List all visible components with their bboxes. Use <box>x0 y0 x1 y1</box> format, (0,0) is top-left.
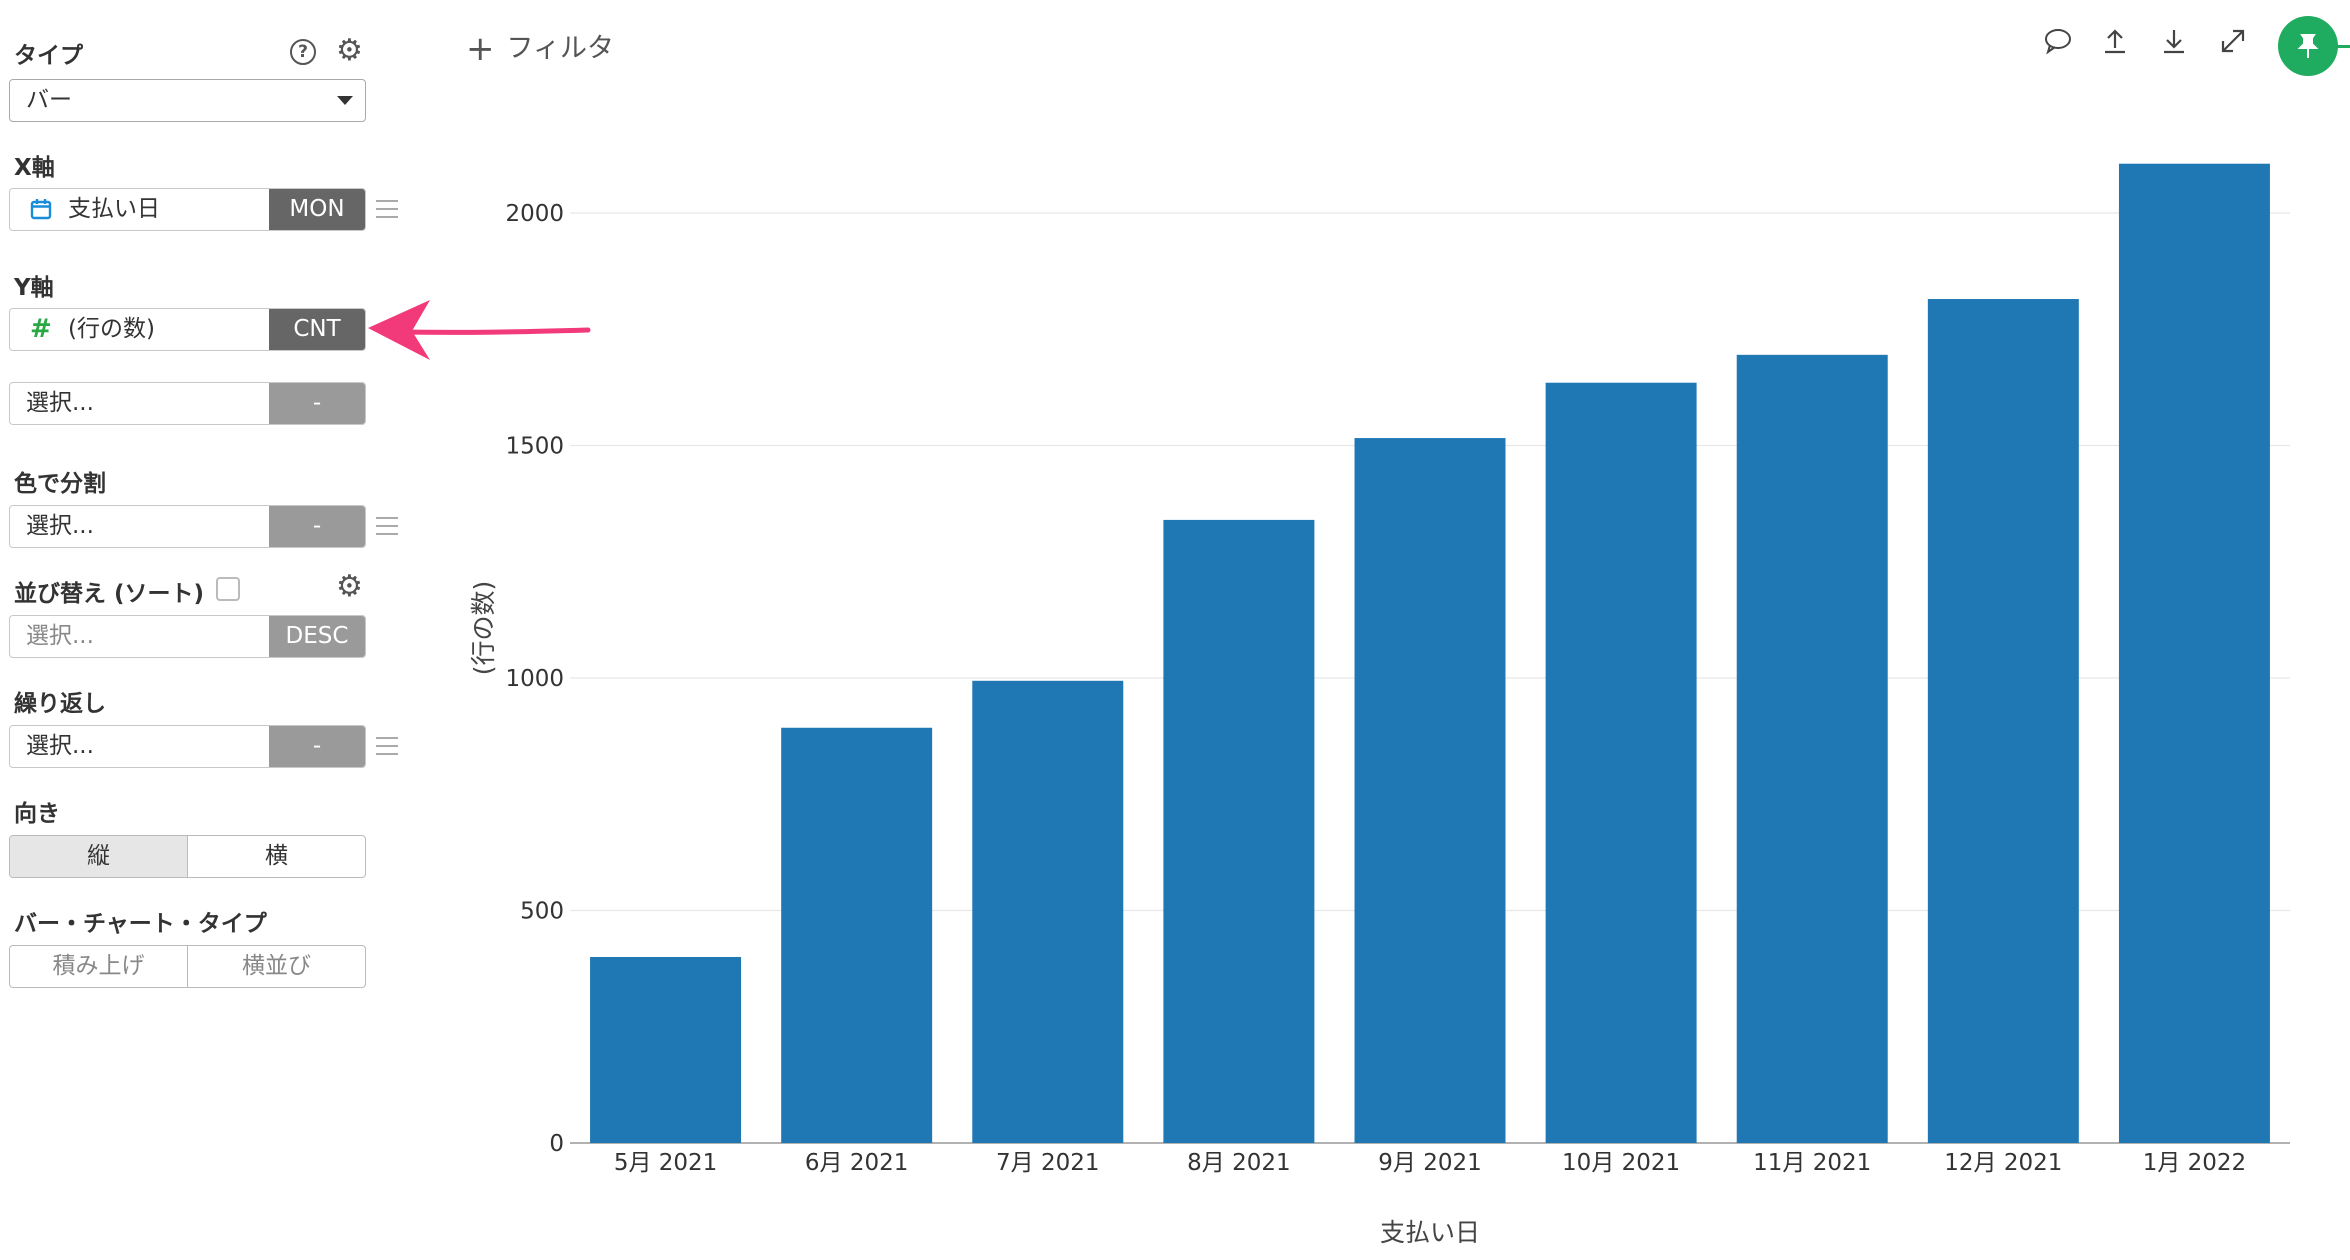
bar[interactable] <box>781 727 933 1143</box>
chart-type-select[interactable]: バー <box>9 79 366 122</box>
y-axis-second-aggregation[interactable]: - <box>269 383 365 424</box>
x-axis-field-value: 支払い日 <box>68 196 160 222</box>
x-tick-label: 8月 2021 <box>1187 1150 1290 1176</box>
x-tick-label: 9月 2021 <box>1378 1150 1481 1176</box>
sort-placeholder: 選択... <box>26 623 94 649</box>
y-axis-field[interactable]: # (行の数) CNT <box>9 308 366 351</box>
y-axis-aggregation-button[interactable]: CNT <box>269 309 365 350</box>
download-icon[interactable] <box>2159 26 2189 64</box>
gear-icon[interactable]: ⚙ <box>336 569 363 604</box>
color-split-label: 色で分割 <box>14 471 106 497</box>
type-label: タイプ <box>14 43 83 69</box>
stacked-button[interactable]: 積み上げ <box>52 953 145 979</box>
repeat-field[interactable]: 選択... - <box>9 725 366 768</box>
bar[interactable] <box>2118 163 2270 1143</box>
x-tick-label: 11月 2021 <box>1753 1150 1871 1176</box>
bar[interactable] <box>1736 354 1888 1143</box>
orientation-vertical-button[interactable]: 縦 <box>10 836 187 877</box>
chevron-down-icon <box>337 96 353 105</box>
y-tick-label: 0 <box>549 1131 564 1157</box>
sort-field[interactable]: 選択... DESC <box>9 615 366 658</box>
pointer-arrow <box>368 300 591 360</box>
help-icon[interactable]: ? <box>290 39 316 65</box>
x-axis-title: 支払い日 <box>1380 1218 1480 1247</box>
x-tick-label: 1月 2022 <box>2143 1150 2246 1176</box>
x-tick-label: 12月 2021 <box>1944 1150 2062 1176</box>
y-axis-second-placeholder: 選択... <box>26 390 94 416</box>
expand-icon[interactable] <box>2218 26 2248 64</box>
chart-type-value: バー <box>26 87 72 113</box>
y-tick-label: 2000 <box>505 201 564 227</box>
menu-icon[interactable] <box>376 737 398 755</box>
color-split-placeholder: 選択... <box>26 513 94 539</box>
bar[interactable] <box>1927 299 2079 1143</box>
bar[interactable] <box>1163 519 1315 1143</box>
x-tick-label: 6月 2021 <box>805 1150 908 1176</box>
y-axis-field-value: (行の数) <box>68 316 155 342</box>
chart-bars <box>590 163 2270 1144</box>
sort-label: 並び替え (ソート) <box>14 581 205 607</box>
x-axis-label: X軸 <box>14 155 55 181</box>
y-tick-label: 1000 <box>505 666 564 692</box>
gear-icon[interactable]: ⚙ <box>336 33 363 68</box>
orientation-label: 向き <box>14 801 60 827</box>
repeat-aggregation[interactable]: - <box>269 726 365 767</box>
orientation-horizontal-button[interactable]: 横 <box>187 836 365 877</box>
y-axis-second-field[interactable]: 選択... - <box>9 382 366 425</box>
orientation-toggle: 縦 横 <box>9 835 366 878</box>
repeat-placeholder: 選択... <box>26 733 94 759</box>
y-tick-label: 1500 <box>505 434 564 460</box>
pin-connector <box>2336 45 2350 48</box>
calendar-icon <box>30 189 52 230</box>
upload-icon[interactable] <box>2100 26 2130 64</box>
x-axis-aggregation-button[interactable]: MON <box>269 189 365 230</box>
add-filter-label: フィルタ <box>506 33 614 64</box>
menu-icon[interactable] <box>376 200 398 218</box>
bar[interactable] <box>1354 438 1506 1143</box>
bar[interactable] <box>972 680 1124 1143</box>
plus-icon: + <box>466 29 495 69</box>
color-split-aggregation[interactable]: - <box>269 506 365 547</box>
y-axis-label: Y軸 <box>14 275 54 301</box>
pin-icon <box>2297 34 2319 58</box>
color-split-field[interactable]: 選択... - <box>9 505 366 548</box>
add-filter-button[interactable]: + フィルタ <box>466 26 614 69</box>
bar[interactable] <box>590 957 742 1143</box>
y-tick-label: 500 <box>520 899 564 925</box>
bar[interactable] <box>1545 382 1697 1144</box>
bar-chart-type-label: バー・チャート・タイプ <box>14 911 267 937</box>
menu-icon[interactable] <box>376 517 398 535</box>
chart-x-ticks: 5月 2021 6月 2021 7月 2021 8月 2021 9月 2021 10月 2… <box>614 1150 2246 1176</box>
comment-icon[interactable] <box>2043 26 2073 64</box>
repeat-label: 繰り返し <box>14 691 106 717</box>
hash-icon: # <box>30 314 52 344</box>
x-tick-label: 10月 2021 <box>1562 1150 1680 1176</box>
sort-checkbox[interactable] <box>216 577 240 601</box>
chart-settings-panel: タイプ ? ⚙ バー X軸 支払い日 MON Y軸 # (行の数) CNT 選択… <box>0 0 400 1260</box>
x-tick-label: 5月 2021 <box>614 1150 717 1176</box>
pin-button[interactable] <box>2278 16 2338 76</box>
sort-direction-button[interactable]: DESC <box>269 616 365 657</box>
bar-chart-type-toggle: 積み上げ 横並び <box>9 945 366 988</box>
x-tick-label: 7月 2021 <box>996 1150 1099 1176</box>
chart-y-ticks: 0 500 1000 1500 2000 <box>505 201 564 1157</box>
side-by-side-button[interactable]: 横並び <box>187 946 365 987</box>
y-axis-title: (行の数) <box>469 581 498 676</box>
x-axis-field[interactable]: 支払い日 MON <box>9 188 366 231</box>
